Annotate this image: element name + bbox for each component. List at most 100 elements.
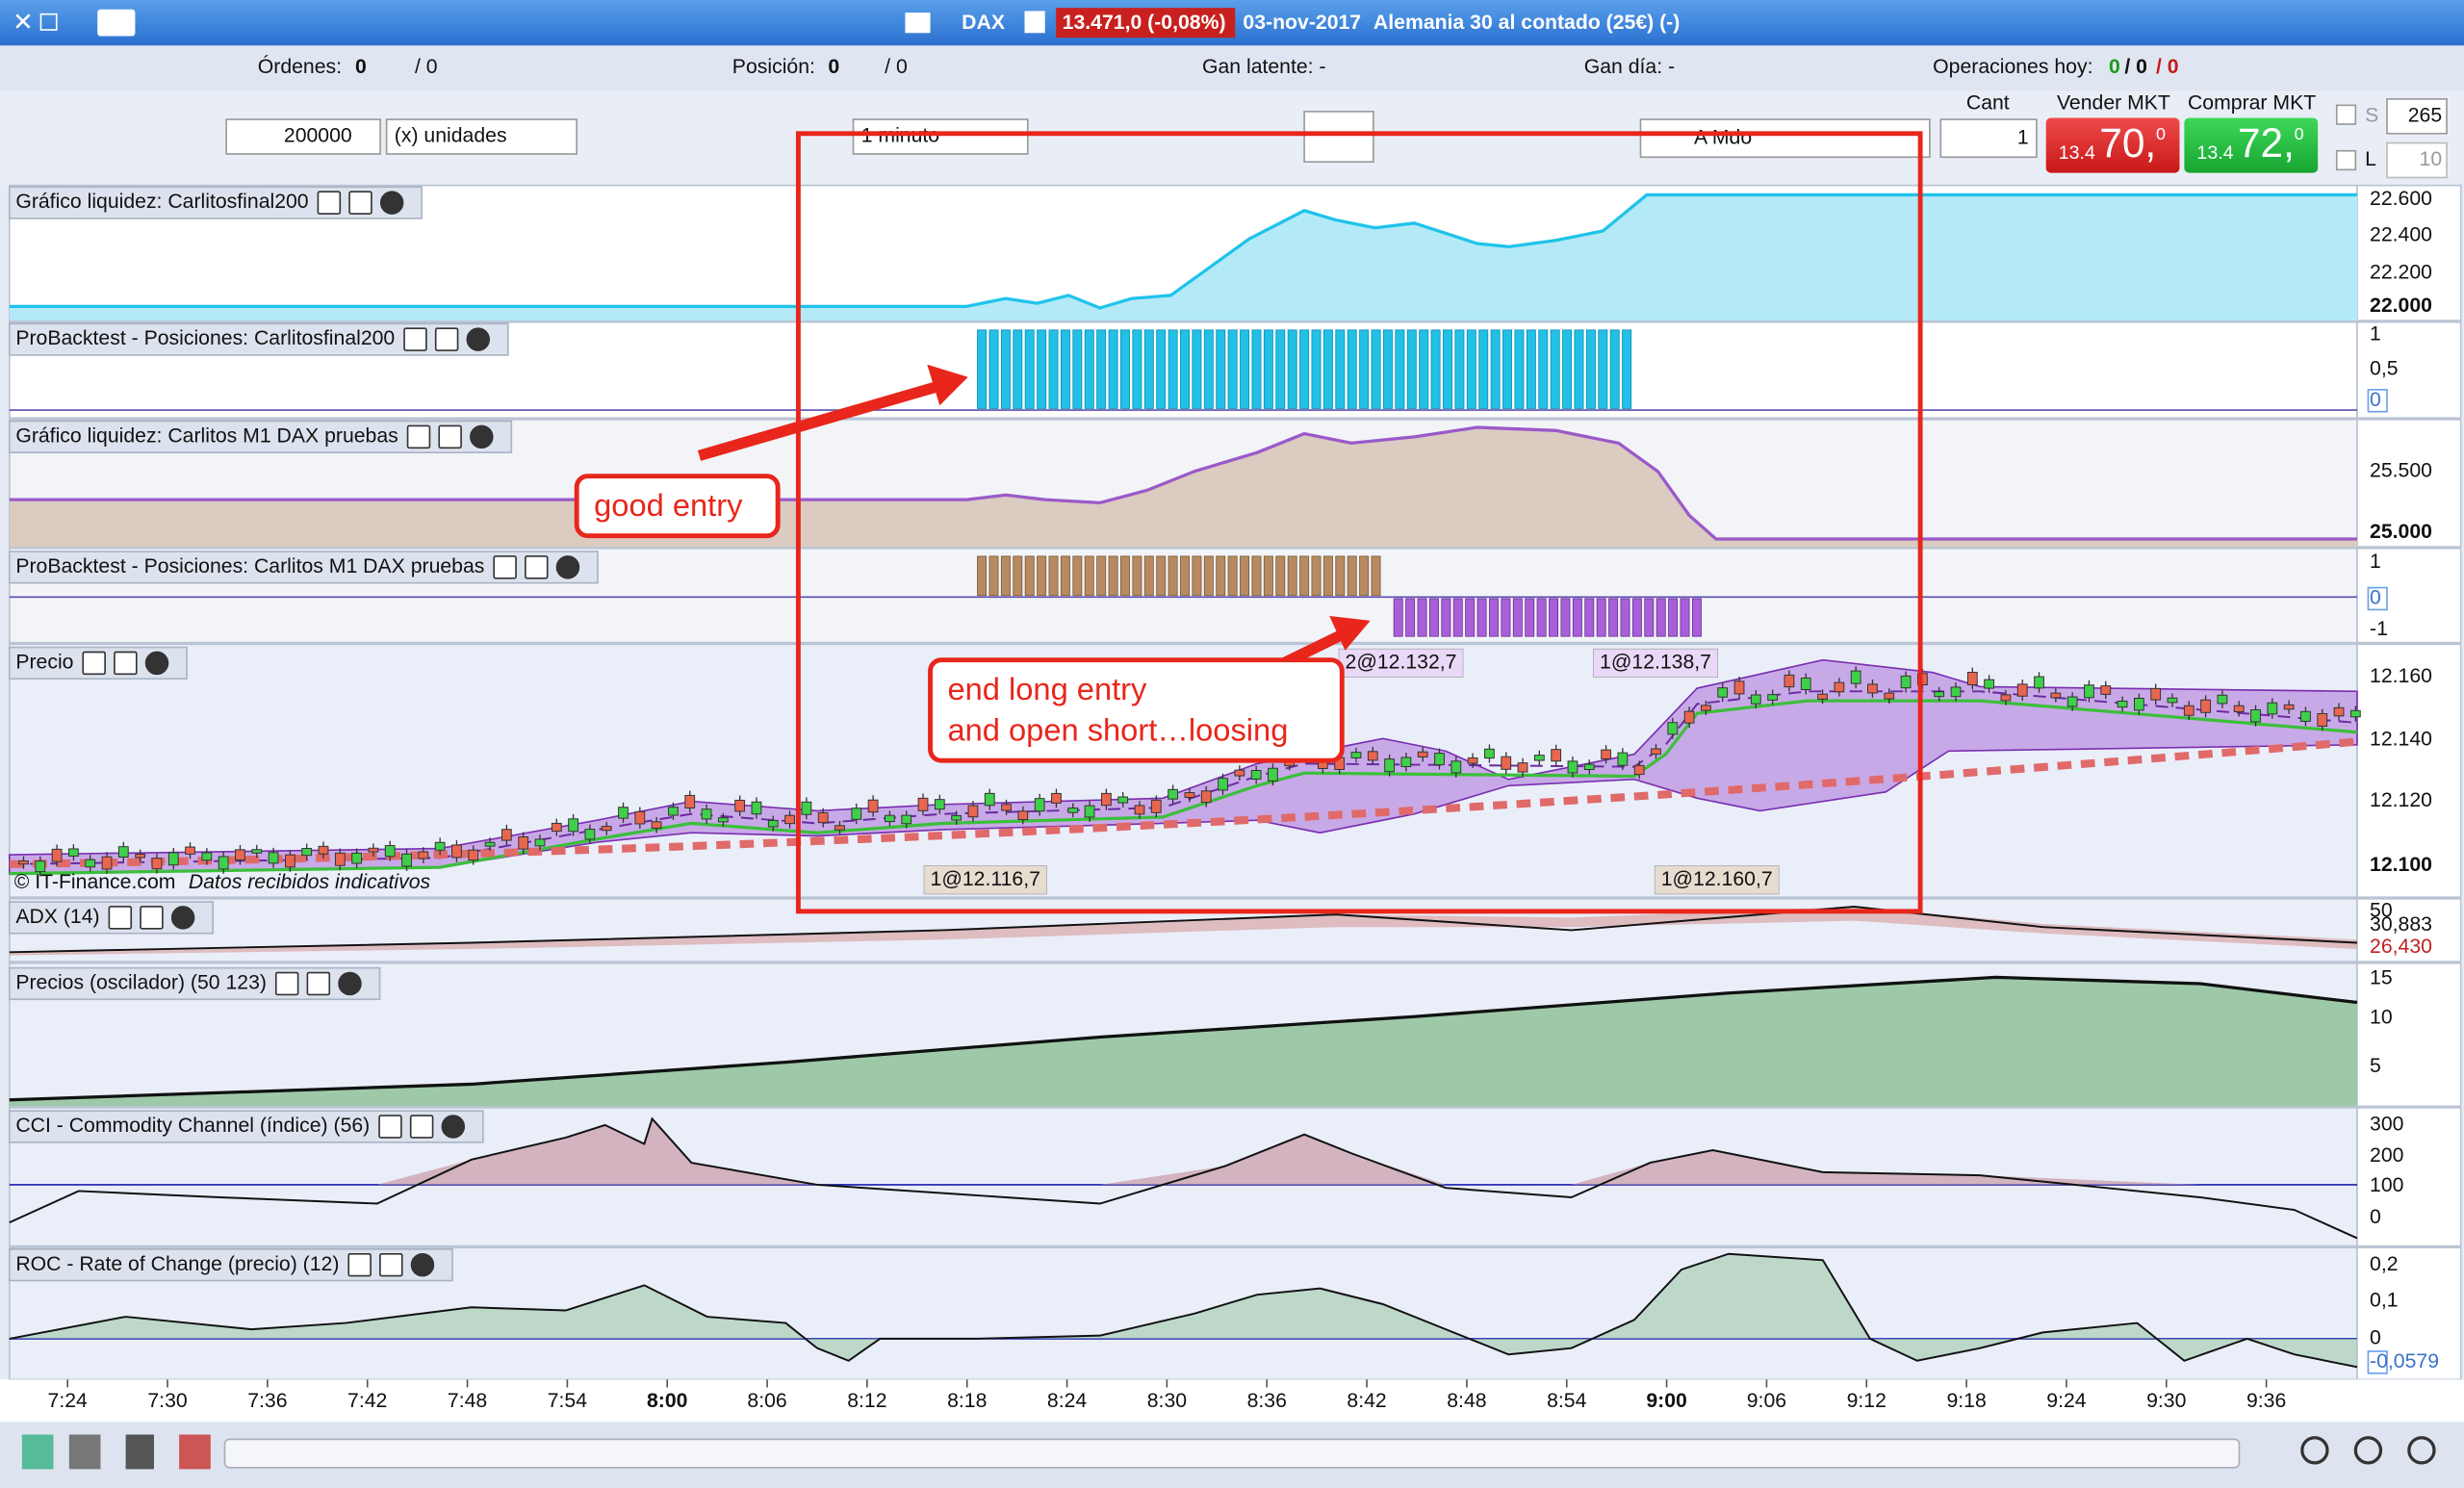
panel-icon[interactable] bbox=[410, 1252, 435, 1277]
long-bar bbox=[1048, 555, 1059, 597]
panel-icon[interactable] bbox=[140, 906, 164, 930]
panel-icon[interactable] bbox=[338, 971, 362, 996]
panel-icon[interactable] bbox=[348, 191, 372, 215]
panel-icon[interactable] bbox=[441, 1115, 466, 1139]
panel-icon[interactable] bbox=[406, 424, 431, 449]
panel-icon[interactable] bbox=[306, 971, 331, 996]
moving-average bbox=[9, 699, 2358, 876]
time-label: 9:24 bbox=[2046, 1390, 2086, 1412]
s-check[interactable] bbox=[2335, 104, 2357, 125]
cant[interactable]: 1 bbox=[2017, 126, 2029, 148]
panel-icon[interactable] bbox=[403, 327, 427, 351]
buy-sup[interactable]: 0 bbox=[2295, 124, 2304, 143]
candle bbox=[734, 799, 746, 812]
panel-icon[interactable] bbox=[379, 191, 404, 215]
scrollbar[interactable] bbox=[223, 1438, 2241, 1469]
chart-type-button[interactable] bbox=[1303, 111, 1374, 163]
window-icon[interactable] bbox=[39, 13, 58, 31]
panel-icon[interactable] bbox=[438, 424, 462, 449]
tool-icon[interactable] bbox=[68, 1434, 101, 1470]
timeframe-select[interactable] bbox=[852, 118, 1029, 155]
long-bar bbox=[1203, 555, 1214, 597]
info-icon[interactable] bbox=[1024, 11, 1045, 34]
panel-icon[interactable] bbox=[144, 651, 169, 676]
buy-label: Comprar MKT bbox=[2188, 91, 2316, 114]
tool-icon[interactable] bbox=[179, 1434, 211, 1470]
buy-prefix[interactable]: 13.4 bbox=[2196, 142, 2233, 164]
units-select[interactable] bbox=[385, 118, 578, 155]
panel-icon[interactable] bbox=[82, 651, 106, 676]
panel-icon[interactable] bbox=[434, 327, 459, 351]
y-tick-label: 12.160 bbox=[2370, 665, 2432, 687]
candle bbox=[1134, 805, 1145, 815]
cant-box[interactable] bbox=[1939, 118, 2038, 159]
phone-icon[interactable] bbox=[905, 13, 931, 34]
sell-button[interactable] bbox=[2045, 117, 2180, 173]
time-label: 9:36 bbox=[2246, 1390, 2286, 1412]
y-tick-label: 100 bbox=[2370, 1174, 2403, 1196]
latent-gain: Gan latente: - bbox=[1202, 56, 1326, 78]
buy-main[interactable]: 72, bbox=[2238, 120, 2295, 166]
sell-prefix[interactable]: 13.4 bbox=[2059, 142, 2095, 164]
short-bar bbox=[1691, 598, 1702, 637]
candle bbox=[268, 852, 279, 864]
panel-icon[interactable] bbox=[274, 971, 299, 996]
panel-icon[interactable] bbox=[493, 555, 517, 579]
order-type-select[interactable] bbox=[1639, 118, 1931, 159]
keyboard-icon[interactable] bbox=[97, 9, 136, 37]
panel-icon[interactable] bbox=[317, 191, 342, 215]
l-box[interactable] bbox=[2386, 141, 2448, 179]
panel-icon[interactable] bbox=[409, 1115, 434, 1139]
l-check[interactable] bbox=[2335, 149, 2357, 171]
units[interactable]: (x) unidades bbox=[395, 125, 507, 147]
candle bbox=[235, 849, 245, 861]
long-bar bbox=[1311, 555, 1322, 597]
orders-label: Órdenes: bbox=[258, 54, 342, 78]
symbol[interactable]: DAX bbox=[962, 12, 1005, 34]
candle bbox=[767, 819, 779, 828]
tool-icon[interactable] bbox=[125, 1434, 154, 1470]
position-bar bbox=[1598, 329, 1608, 409]
panel-icon[interactable] bbox=[108, 906, 133, 930]
candle bbox=[967, 805, 979, 818]
close-icon[interactable]: ✕ bbox=[13, 7, 34, 36]
panel-icon[interactable] bbox=[466, 327, 491, 351]
panel-icon[interactable] bbox=[555, 555, 580, 579]
position-bar bbox=[1538, 329, 1549, 409]
tick-box bbox=[2367, 586, 2388, 611]
panel-icon[interactable] bbox=[347, 1252, 372, 1277]
quantity-box[interactable] bbox=[225, 118, 381, 155]
s-box[interactable] bbox=[2386, 98, 2448, 135]
position-bar bbox=[1037, 329, 1047, 409]
buy-button[interactable] bbox=[2184, 117, 2319, 173]
zoom-in-icon[interactable] bbox=[2407, 1436, 2436, 1465]
y-tick-label: 26,430 bbox=[2370, 936, 2432, 958]
position-bar bbox=[1120, 329, 1130, 409]
quantity[interactable]: 200000 bbox=[284, 125, 352, 147]
panel-icon[interactable] bbox=[378, 1115, 402, 1139]
panel-icon[interactable] bbox=[379, 1252, 403, 1277]
long-bar bbox=[1013, 555, 1023, 597]
sell-main[interactable]: 70, bbox=[2099, 120, 2156, 166]
zoom-icon[interactable] bbox=[2300, 1436, 2329, 1465]
order-type[interactable]: A Mdo bbox=[1694, 126, 1752, 148]
sell-sup[interactable]: 0 bbox=[2156, 124, 2166, 143]
callout bbox=[574, 474, 781, 539]
tool-icon[interactable] bbox=[21, 1434, 54, 1470]
orders: 0 bbox=[355, 56, 367, 78]
position-bar bbox=[1287, 329, 1297, 409]
l-value[interactable]: 10 bbox=[2420, 148, 2443, 170]
liquidity-1-line bbox=[9, 192, 2357, 310]
zoom-out-icon[interactable] bbox=[2353, 1436, 2383, 1465]
candle bbox=[35, 860, 46, 873]
panel-icon[interactable] bbox=[525, 555, 549, 579]
panel-icon[interactable] bbox=[170, 906, 195, 930]
time-label: 8:42 bbox=[1347, 1390, 1386, 1412]
candle bbox=[1667, 722, 1679, 735]
panel-icon[interactable] bbox=[114, 651, 138, 676]
source-note: Datos recibidos indicativos bbox=[189, 871, 431, 893]
position-bar bbox=[1311, 329, 1322, 409]
s-value[interactable]: 265 bbox=[2408, 104, 2442, 126]
panel-icon[interactable] bbox=[470, 424, 494, 449]
